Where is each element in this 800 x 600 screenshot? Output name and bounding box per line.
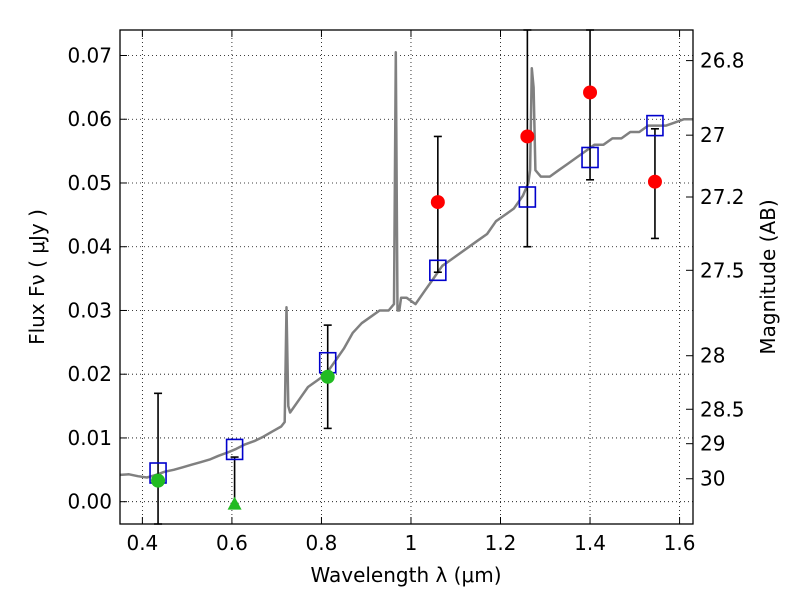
x-tick-label: 0.6: [216, 531, 248, 555]
upper-limit-point: [227, 496, 242, 510]
detection-point: [647, 174, 662, 189]
mag-tick-label: 27.2: [700, 185, 745, 209]
x-tick-label: 1.2: [485, 531, 517, 555]
detection-point: [520, 129, 535, 144]
y-tick-label: 0.00: [67, 490, 112, 514]
model-photometry-marker: [429, 259, 447, 282]
y-axis-right-title: Magnitude (AB): [756, 199, 780, 354]
x-tick-label: 0.8: [306, 531, 338, 555]
y-tick-label: 0.07: [67, 43, 112, 67]
mag-tick-label: 27: [700, 123, 725, 147]
mag-tick-label: 28.5: [700, 397, 745, 421]
model-photometry-marker: [225, 438, 244, 461]
y-tick-label: 0.03: [67, 298, 112, 322]
optical-point: [151, 473, 166, 488]
plot-frame: [119, 29, 694, 525]
y-tick-label: 0.02: [67, 362, 112, 386]
mag-tick-label: 29: [700, 432, 725, 456]
tick-labels: 0.4 0.6 0.8 1 1.2 1.4 1.6 0.00 0.01 0.02 0.03 0.04 0…: [67, 43, 744, 555]
model-spectrum-line: [119, 51, 693, 479]
tick-marks: [120, 30, 693, 524]
y-tick-label: 0.04: [67, 235, 112, 259]
x-tick-label: 1.6: [664, 531, 696, 555]
y-axis-title: Flux Fν ( μJy ): [25, 209, 49, 345]
model-photometry-marker: [581, 146, 599, 169]
detection-point: [430, 195, 445, 210]
x-axis-title: Wavelength λ (μm): [310, 563, 501, 587]
x-tick-label: 0.4: [126, 531, 158, 555]
detection-point: [583, 85, 598, 100]
optical-point: [320, 369, 335, 384]
x-tick-label: 1.4: [574, 531, 606, 555]
x-tick-label: 1: [405, 531, 418, 555]
model-photometry-marker: [646, 114, 664, 137]
mag-tick-label: 26.8: [700, 49, 745, 73]
mag-tick-label: 27.5: [700, 258, 745, 282]
y-tick-label: 0.06: [67, 107, 112, 131]
plot-area: [119, 29, 693, 525]
mag-tick-label: 28: [700, 344, 725, 368]
y-tick-label: 0.05: [67, 171, 112, 195]
mag-tick-label: 30: [700, 467, 725, 491]
y-tick-label: 0.01: [67, 426, 112, 450]
model-photometry-marker: [518, 186, 537, 208]
